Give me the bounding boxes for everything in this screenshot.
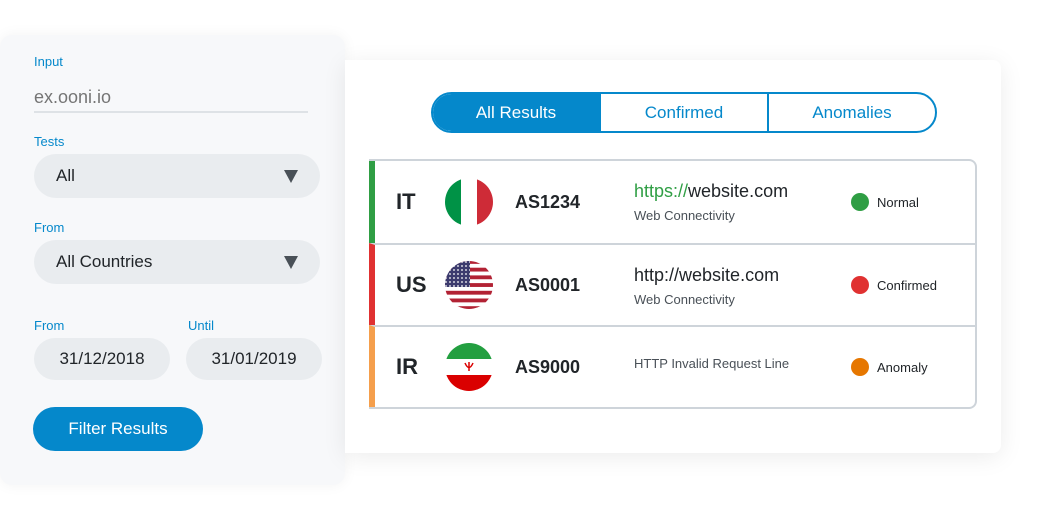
results-list: IT AS1234 https://website.com Web Connec… [369, 159, 977, 409]
status-dot-icon [851, 276, 869, 294]
country-code: IT [396, 189, 416, 214]
result-row[interactable]: US AS0001 http://website.com Web Connect… [369, 243, 975, 325]
status: Confirmed [851, 276, 937, 294]
status-dot-icon [851, 193, 869, 211]
country-label: From [34, 220, 65, 235]
until-date-input[interactable]: 31/01/2019 [186, 338, 322, 380]
caret-down-icon [284, 169, 298, 183]
url-host: website.com [688, 181, 789, 201]
status-dot-icon [851, 358, 869, 376]
country-select[interactable]: All Countries [34, 240, 320, 284]
country-code: IR [396, 354, 418, 379]
tests-label: Tests [34, 134, 65, 149]
country-code: US [396, 272, 427, 297]
url-protocol: http:// [634, 265, 680, 285]
result-row[interactable]: IT AS1234 https://website.com Web Connec… [369, 161, 975, 243]
filter-panel: Input Tests All From All Countries From … [0, 35, 345, 485]
status: Anomaly [851, 358, 928, 376]
status: Normal [851, 193, 919, 211]
tab-anomalies[interactable]: Anomalies [767, 94, 935, 131]
url-host: website.com [679, 265, 780, 285]
us-flag-icon [445, 261, 493, 309]
tab-all-results[interactable]: All Results [433, 94, 599, 131]
test-name: Web Connectivity [634, 292, 735, 307]
input-label: Input [34, 54, 63, 69]
asn: AS1234 [515, 191, 581, 212]
iran-flag-icon [445, 343, 493, 391]
test-name: Web Connectivity [634, 208, 735, 223]
tests-value: All [56, 166, 75, 185]
from-date-label: From [34, 318, 65, 333]
caret-down-icon [284, 255, 298, 269]
status-label: Anomaly [877, 359, 928, 375]
input-field[interactable] [34, 80, 308, 113]
country-value: All Countries [56, 252, 153, 271]
status-label: Confirmed [877, 277, 937, 293]
results-tabs: All Results Confirmed Anomalies [431, 92, 937, 133]
tests-select[interactable]: All [34, 154, 320, 198]
url-protocol: https:// [634, 181, 689, 201]
until-date-label: Until [188, 318, 215, 333]
result-row[interactable]: IR AS9000 HTTP Invalid Request Line Anom… [369, 325, 975, 407]
test-name: HTTP Invalid Request Line [634, 356, 790, 371]
asn: AS0001 [515, 274, 581, 295]
filter-results-button[interactable]: Filter Results [33, 407, 203, 451]
from-date-input[interactable]: 31/12/2018 [34, 338, 170, 380]
status-label: Normal [877, 194, 919, 210]
url-link[interactable]: https://website.com [634, 181, 788, 202]
tab-confirmed[interactable]: Confirmed [599, 94, 767, 131]
italy-flag-icon [445, 178, 493, 226]
asn: AS9000 [515, 356, 581, 377]
url-link[interactable]: http://website.com [634, 265, 779, 286]
